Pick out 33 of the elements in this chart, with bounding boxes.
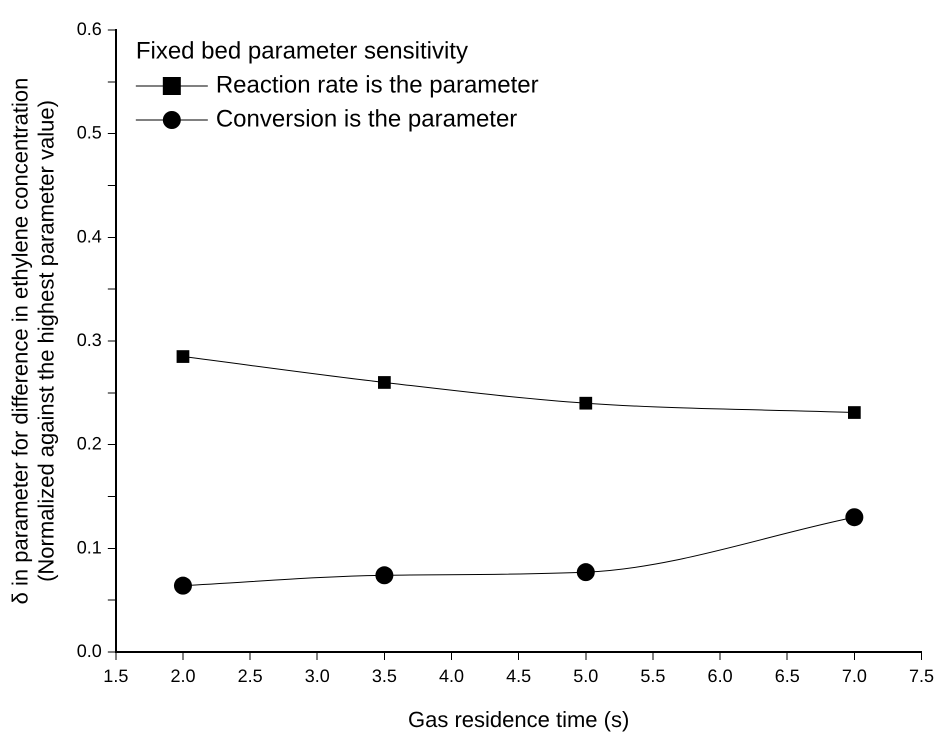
x-tick-label: 4.0 <box>439 666 464 686</box>
x-tick-label: 2.5 <box>238 666 263 686</box>
y-tick-label: 0.4 <box>76 226 102 246</box>
legend-title: Fixed bed parameter sensitivity <box>136 38 468 65</box>
y-axis-title: δ in parameter for difference in ethylene concentration (Normalized against the highest parameter value) <box>7 78 59 604</box>
point <box>576 563 595 582</box>
x-tick-label: 7.5 <box>908 666 934 686</box>
point <box>378 376 391 389</box>
y-tick-label: 0.0 <box>76 640 102 661</box>
legend-label: Reaction rate is the parameter <box>216 72 539 99</box>
x-tick-label: 7.0 <box>842 666 867 686</box>
x-tick-label: 3.5 <box>372 666 397 686</box>
y-tick-label: 0.2 <box>76 434 102 454</box>
y-tick-label: 0.5 <box>76 122 102 143</box>
x-tick-label: 1.5 <box>103 666 128 686</box>
x-tick-label: 6.5 <box>774 666 800 686</box>
x-tick-label: 3.0 <box>304 666 330 686</box>
x-tick-label: 2.0 <box>170 666 196 686</box>
point <box>848 406 861 419</box>
x-tick-label: 5.0 <box>573 666 598 686</box>
point <box>375 566 394 584</box>
y-tick-label: 0.6 <box>76 18 102 39</box>
point <box>176 350 190 363</box>
point <box>174 576 192 595</box>
y-tick-label: 0.3 <box>76 330 102 350</box>
legend-label: Conversion is the parameter <box>216 106 518 133</box>
x-tick-label: 6.0 <box>708 666 733 686</box>
y-tick-label: 0.1 <box>76 537 102 558</box>
x-tick-label: 4.5 <box>506 666 532 686</box>
x-axis-title: Gas residence time (s) <box>408 706 630 732</box>
point <box>845 508 864 526</box>
point <box>579 396 592 410</box>
x-tick-label: 5.5 <box>640 666 666 686</box>
